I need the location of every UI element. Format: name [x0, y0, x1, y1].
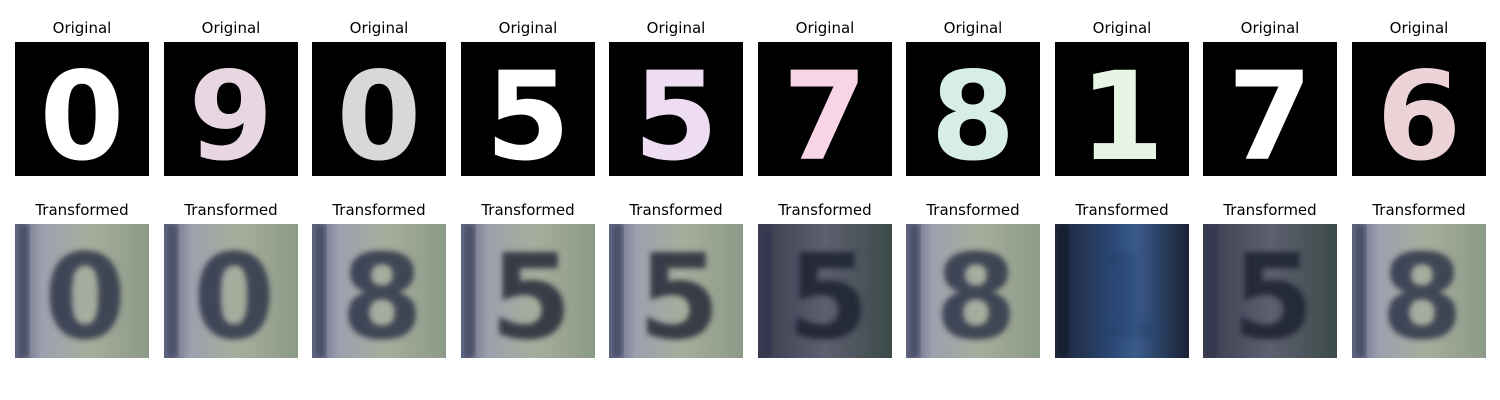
digit-image-transformed: 5 [1203, 224, 1337, 358]
panel-title: Original [52, 19, 112, 37]
digit-image-transformed: 8 [1352, 224, 1486, 358]
digit-image-transformed: 5 [609, 224, 743, 358]
digit-image-original: 7 [1203, 42, 1337, 176]
panel-title: Transformed [1372, 201, 1466, 219]
panel-title: Transformed [629, 201, 723, 219]
digit-glyph: 8 [935, 228, 1017, 358]
digit-image-transformed: 8 [906, 224, 1040, 358]
digit-glyph: 8 [1381, 228, 1463, 358]
digit-image-transformed: 8 [312, 224, 446, 358]
digit-image-original: 8 [906, 42, 1040, 176]
digit-glyph: 8 [341, 228, 423, 358]
panel-title: Transformed [926, 201, 1020, 219]
digit-image-original: 9 [164, 42, 298, 176]
panel-title: Transformed [35, 201, 129, 219]
digit-glyph: 5 [638, 228, 720, 358]
digit-glyph: 5 [634, 46, 719, 176]
digit-image-original: 7 [758, 42, 892, 176]
panel-title: Original [646, 19, 706, 37]
panel-title: Transformed [481, 201, 575, 219]
panel-title: Transformed [778, 201, 872, 219]
panel-title: Original [349, 19, 409, 37]
digit-glyph: 0 [337, 46, 422, 176]
panel-title: Original [1092, 19, 1152, 37]
digit-image-original: 0 [15, 42, 149, 176]
digit-image-transformed: 0 [15, 224, 149, 358]
digit-glyph: 5 [486, 46, 571, 176]
digit-image-transformed: 5 [461, 224, 595, 358]
digit-glyph: 1 [1080, 46, 1165, 176]
panel-title: Transformed [184, 201, 278, 219]
digit-glyph: 1 [1084, 228, 1166, 358]
panel-title: Original [1240, 19, 1300, 37]
digit-glyph: 8 [931, 46, 1016, 176]
digit-image-original: 0 [312, 42, 446, 176]
digit-glyph: 7 [783, 46, 868, 176]
digit-glyph: 5 [1232, 228, 1314, 358]
digit-glyph: 0 [40, 46, 125, 176]
panel-title: Original [943, 19, 1003, 37]
panel-title: Original [1389, 19, 1449, 37]
digit-image-transformed: 1 [1055, 224, 1189, 358]
digit-glyph: 5 [787, 228, 869, 358]
digit-glyph: 6 [1377, 46, 1462, 176]
digit-image-original: 1 [1055, 42, 1189, 176]
panel-title: Transformed [1223, 201, 1317, 219]
digit-glyph: 7 [1228, 46, 1313, 176]
panel-title: Original [201, 19, 261, 37]
digit-image-original: 5 [461, 42, 595, 176]
digit-image-original: 5 [609, 42, 743, 176]
panel-title: Transformed [332, 201, 426, 219]
digit-image-transformed: 0 [164, 224, 298, 358]
digit-glyph: 0 [193, 228, 275, 358]
panel-title: Original [498, 19, 558, 37]
digit-image-original: 6 [1352, 42, 1486, 176]
panel-title: Original [795, 19, 855, 37]
panel-title: Transformed [1075, 201, 1169, 219]
digit-glyph: 5 [490, 228, 572, 358]
digit-glyph: 9 [189, 46, 274, 176]
digit-glyph: 0 [44, 228, 126, 358]
digit-image-transformed: 5 [758, 224, 892, 358]
